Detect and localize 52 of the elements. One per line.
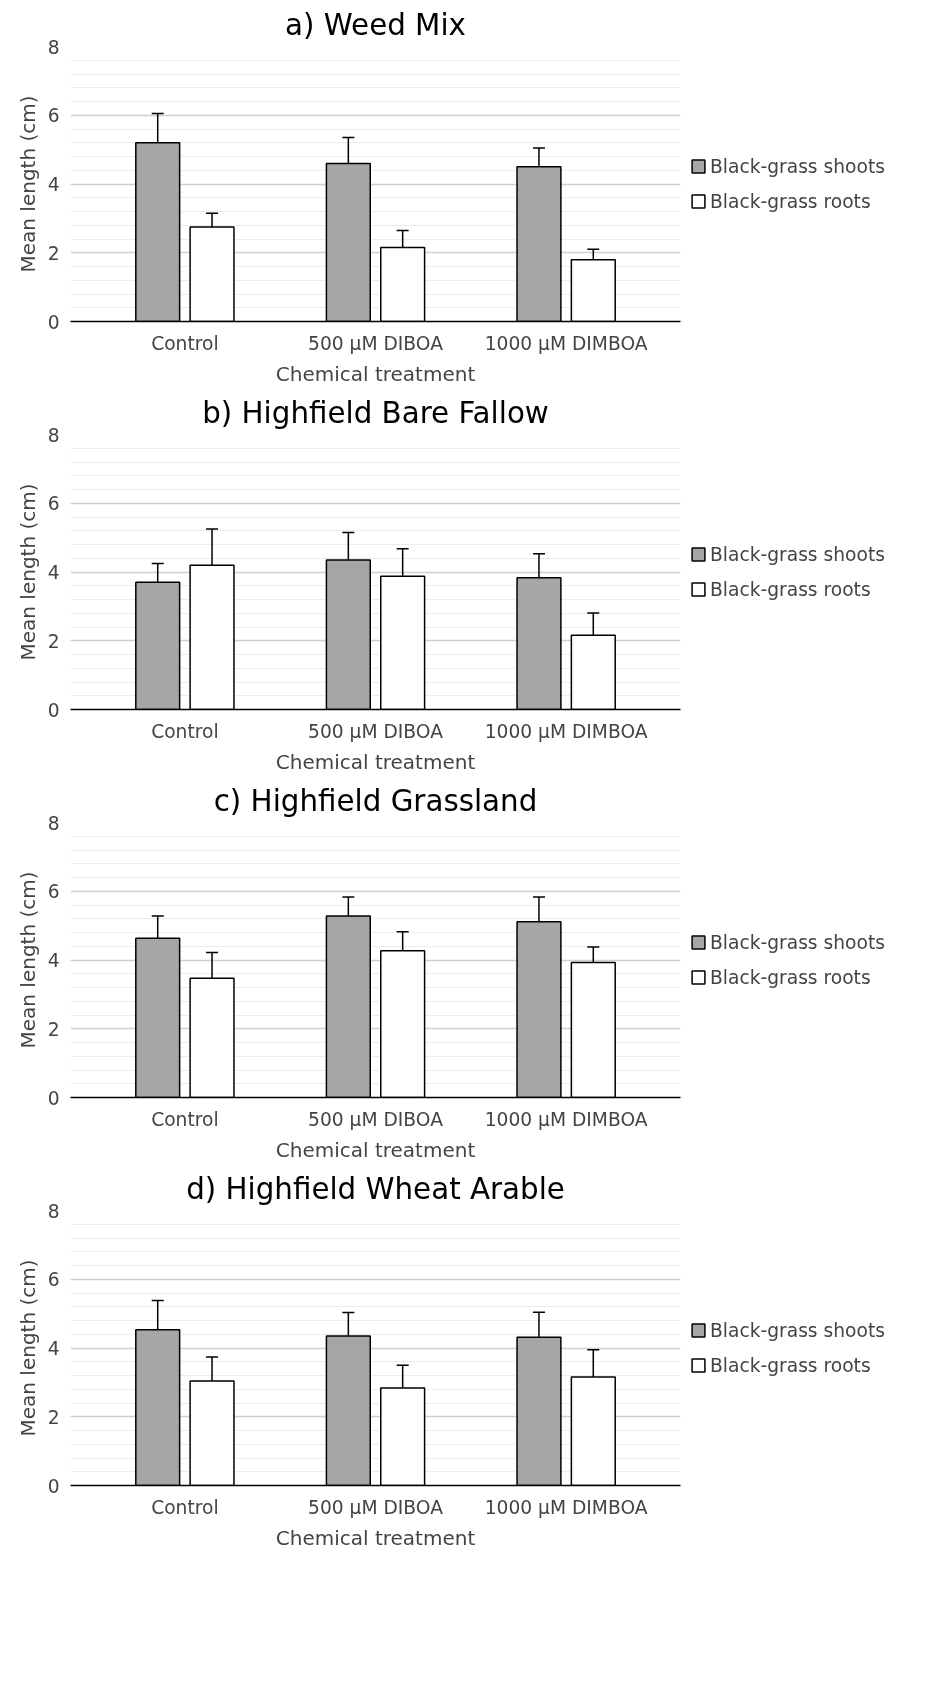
x-tick-label: Control bbox=[151, 332, 219, 354]
x-tick-label: Control bbox=[151, 720, 219, 742]
x-axis-title: Chemical treatment bbox=[275, 749, 476, 774]
x-tick-label: 1000 µM DIMBOA bbox=[484, 332, 648, 354]
y-tick-label: 6 bbox=[47, 105, 60, 127]
y-tick-label: 8 bbox=[47, 424, 60, 446]
x-tick-label: Control bbox=[151, 1496, 219, 1518]
y-tick-label: 0 bbox=[47, 1087, 60, 1109]
y-tick-label: 2 bbox=[47, 1406, 60, 1428]
x-axis-title: Chemical treatment bbox=[275, 361, 476, 386]
y-axis-title: Mean length (cm) bbox=[15, 95, 40, 273]
y-tick-label: 2 bbox=[47, 1018, 60, 1040]
x-tick-label: 500 µM DIBOA bbox=[308, 1108, 444, 1130]
legend-label: Black-grass roots bbox=[710, 1354, 871, 1376]
y-tick-label: 8 bbox=[47, 812, 60, 834]
y-tick-label: 6 bbox=[47, 1269, 60, 1291]
legend-label: Black-grass shoots bbox=[710, 155, 885, 177]
legend-label: Black-grass shoots bbox=[710, 543, 885, 565]
chart-title: b) Highfield Bare Fallow bbox=[202, 395, 549, 430]
x-tick-label: 500 µM DIBOA bbox=[308, 332, 444, 354]
chart-title: c) Highfield Grassland bbox=[213, 783, 538, 818]
y-tick-label: 8 bbox=[47, 1200, 60, 1222]
x-axis-title: Chemical treatment bbox=[275, 1137, 476, 1162]
y-tick-label: 8 bbox=[47, 36, 60, 58]
y-tick-label: 2 bbox=[47, 630, 60, 652]
y-tick-label: 0 bbox=[47, 1475, 60, 1497]
x-tick-label: 500 µM DIBOA bbox=[308, 1496, 444, 1518]
y-axis-title: Mean length (cm) bbox=[15, 871, 40, 1049]
legend-label: Black-grass roots bbox=[710, 966, 871, 988]
y-tick-label: 0 bbox=[47, 699, 60, 721]
x-tick-label: 500 µM DIBOA bbox=[308, 720, 444, 742]
x-tick-label: 1000 µM DIMBOA bbox=[484, 720, 648, 742]
x-tick-label: 1000 µM DIMBOA bbox=[484, 1496, 648, 1518]
x-axis-title: Chemical treatment bbox=[275, 1525, 476, 1550]
y-axis-title: Mean length (cm) bbox=[15, 483, 40, 661]
legend-label: Black-grass shoots bbox=[710, 931, 885, 953]
y-tick-label: 2 bbox=[47, 242, 60, 264]
legend-label: Black-grass shoots bbox=[710, 1319, 885, 1341]
y-tick-label: 4 bbox=[47, 1338, 60, 1359]
y-tick-label: 4 bbox=[47, 562, 60, 583]
y-tick-label: 4 bbox=[47, 174, 60, 195]
chart-title: d) Highfield Wheat Arable bbox=[186, 1171, 565, 1206]
y-tick-label: 4 bbox=[47, 950, 60, 971]
x-tick-label: Control bbox=[151, 1108, 219, 1130]
legend-label: Black-grass roots bbox=[710, 578, 871, 600]
x-tick-label: 1000 µM DIMBOA bbox=[484, 1108, 648, 1130]
y-tick-label: 6 bbox=[47, 881, 60, 903]
y-tick-label: 0 bbox=[47, 311, 60, 333]
chart-title: a) Weed Mix bbox=[285, 7, 466, 42]
legend-label: Black-grass roots bbox=[710, 190, 871, 212]
y-tick-label: 6 bbox=[47, 493, 60, 515]
y-axis-title: Mean length (cm) bbox=[15, 1259, 40, 1437]
